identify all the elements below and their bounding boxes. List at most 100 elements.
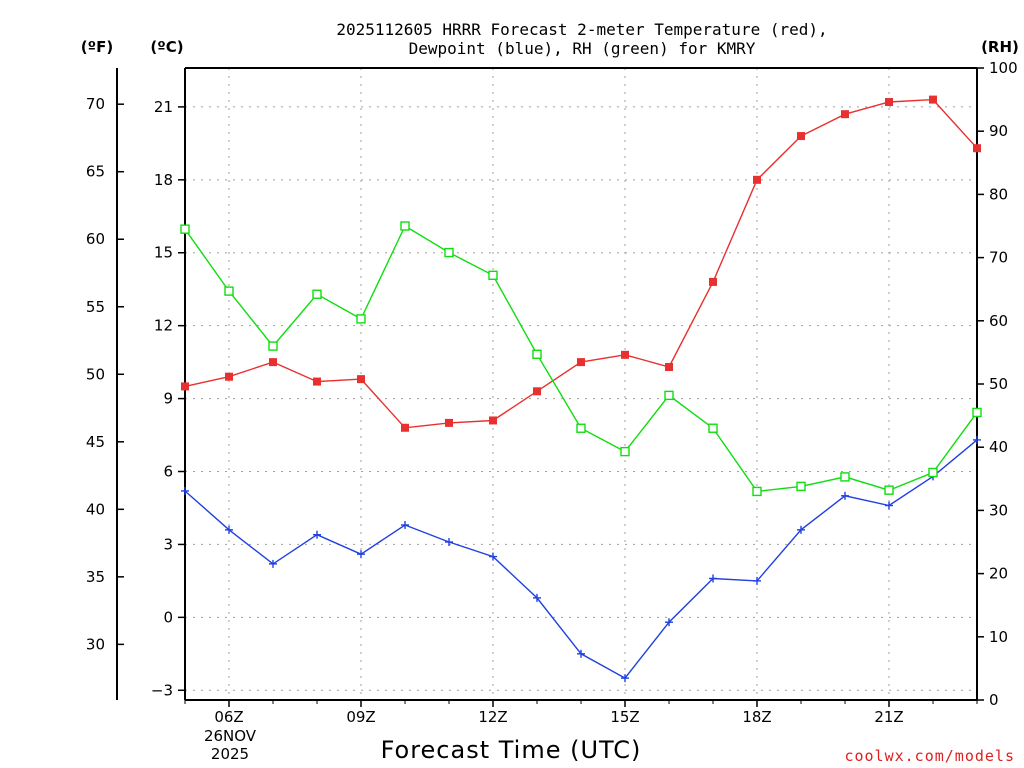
rh-tick-label: 0 [989,691,999,709]
temperature-point [797,132,805,141]
dewpoint-line [184,439,978,680]
temperature-line [184,98,978,429]
relative-humidity-point [400,221,410,231]
rh-tick-label: 40 [989,438,1008,456]
temperature-point [973,144,981,153]
relative-humidity-point [840,472,850,482]
dewpoint-series [181,435,981,683]
temperature-point [357,375,365,384]
relative-humidity-point [796,481,806,492]
dewpoint-point [357,550,365,559]
relative-humidity-point [620,446,630,457]
fahrenheit-unit-label: (ºF) [81,38,113,56]
dewpoint-point [445,538,453,546]
chart-title-line2: Dewpoint (blue), RH (green) for KMRY [409,39,756,58]
x-axis-label: Forecast Time (UTC) [381,736,642,764]
relative-humidity-point [708,423,718,433]
celsius-tick-label: 12 [154,317,173,335]
dewpoint-point [709,574,717,583]
rh-tick-label: 60 [989,312,1008,330]
date-label-year: 2025 [211,745,249,763]
temperature-point [445,418,453,427]
fahrenheit-tick-label: 35 [86,568,105,586]
fahrenheit-tick-label: 40 [86,500,105,518]
fahrenheit-tick-label: 55 [86,298,105,316]
dewpoint-point [313,530,321,539]
rh-tick-label: 10 [989,628,1008,646]
x-tick-label: 09Z [346,708,375,726]
celsius-unit-label: (ºC) [150,38,183,56]
temperature-point [621,350,629,359]
dewpoint-point [621,674,629,683]
relative-humidity-point [312,289,322,299]
temperature-point [313,377,321,386]
dewpoint-point [533,593,541,602]
dewpoint-point [797,525,805,534]
relative-humidity-point [576,423,586,433]
dewpoint-point [269,559,277,568]
celsius-tick-label: 21 [154,98,173,116]
fahrenheit-tick-label: 65 [86,163,105,181]
dewpoint-point [973,435,981,444]
rh-tick-label: 30 [989,501,1008,519]
celsius-tick-label: −3 [151,681,173,699]
temperature-point [841,110,849,119]
rh-tick-label: 50 [989,375,1008,393]
rh-tick-label: 70 [989,249,1008,267]
dewpoint-point [489,552,497,561]
temperature-point [533,387,541,396]
celsius-tick-label: 9 [163,390,173,408]
fahrenheit-tick-label: 60 [86,230,105,248]
credit-link[interactable]: coolwx.com/models [844,747,1015,765]
temperature-point [709,277,717,286]
relative-humidity-point [884,485,894,495]
relative-humidity-point [928,467,938,478]
celsius-tick-label: 15 [154,244,173,262]
dewpoint-point [577,649,585,658]
relative-humidity-point [488,270,498,280]
rh-unit-label: (RH) [981,38,1019,56]
relative-humidity-point [180,224,190,234]
relative-humidity-point [224,286,234,296]
dewpoint-point [665,618,673,627]
x-tick-label: 06Z [214,708,243,726]
celsius-tick-label: 18 [154,171,173,189]
temperature-point [489,416,497,425]
celsius-tick-label: 3 [163,535,173,553]
relative-humidity-point [356,314,366,324]
temperature-point [225,372,233,381]
relative-humidity-point [664,390,674,401]
temperature-point [401,423,409,432]
rh-tick-label: 20 [989,565,1008,583]
x-tick-label: 15Z [610,708,639,726]
dewpoint-point [225,525,233,534]
relative-humidity-point [444,247,454,258]
celsius-tick-label: 0 [163,608,173,626]
grid-lines [185,68,977,700]
date-label-month: 26NOV [204,727,257,745]
dewpoint-point [841,491,849,500]
fahrenheit-tick-label: 70 [86,95,105,113]
tick-labels: 06Z 09Z 12Z 15Z 18Z 21Z −3 0 3 6 9 12 15 18 21 30 35 40 45… [86,59,1018,726]
relative-humidity-point [532,349,542,359]
x-tick-label: 18Z [742,708,771,726]
data-series [180,95,982,683]
dewpoint-point [401,520,409,529]
temperature-point [577,358,585,367]
temperature-point [181,382,189,391]
temperature-series [181,95,981,432]
fahrenheit-tick-label: 30 [86,635,105,653]
relative-humidity-point [268,341,278,351]
temperature-point [665,362,673,371]
rh-tick-label: 100 [989,59,1018,77]
relative-humidity-series [180,221,982,497]
temperature-point [753,175,761,184]
relative-humidity-point [752,486,762,497]
relative-humidity-point [972,407,982,418]
x-tick-label: 12Z [478,708,507,726]
rh-tick-label: 80 [989,185,1008,203]
temperature-point [929,95,937,104]
celsius-tick-label: 6 [163,463,173,481]
fahrenheit-tick-label: 45 [86,433,105,451]
